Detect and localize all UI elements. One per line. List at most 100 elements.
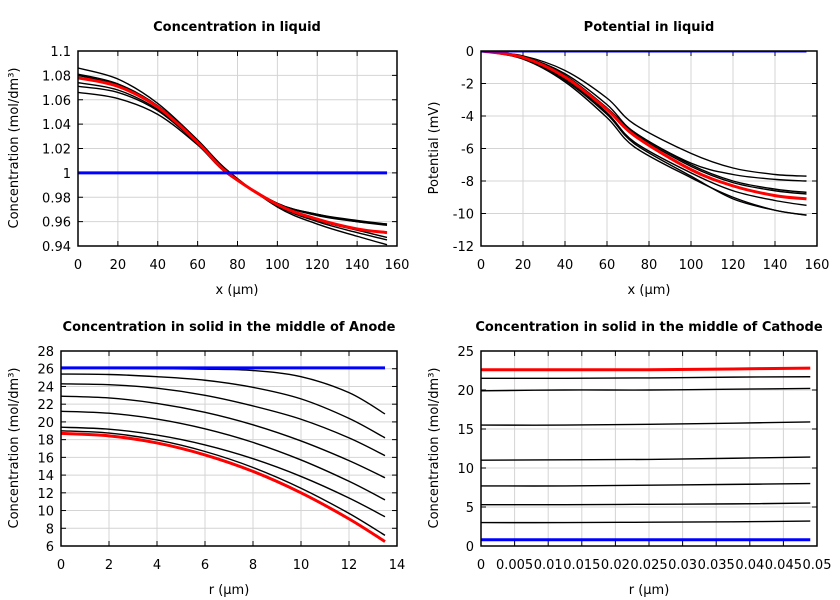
y-tick-label: -6 [461, 143, 474, 158]
series-group [61, 366, 386, 543]
series-line-black-2 [481, 51, 807, 194]
y-tick-label: 0.98 [42, 191, 71, 206]
chart-title: Concentration in solid in the middle of … [475, 320, 823, 335]
series-line-black-6 [481, 520, 811, 524]
series-group [481, 366, 811, 542]
x-tick-label: 20 [515, 258, 532, 273]
series-line-black-4 [61, 410, 386, 501]
y-tick-label: 0.94 [42, 240, 71, 255]
series-line-black-0 [481, 376, 811, 380]
y-tick-label: 1.1 [50, 45, 71, 60]
series-line-black-4 [481, 482, 811, 487]
y-tick-label: 0 [466, 540, 474, 555]
series-line-red-7 [481, 51, 807, 201]
plot-frame [480, 350, 818, 547]
x-tick-label: 140 [345, 258, 370, 273]
panel-anode-solid-concentration: Concentration in solid in the middle of … [7, 320, 405, 598]
grid [77, 50, 398, 247]
series-group [78, 67, 388, 246]
x-tick-label: 0.045 [765, 558, 802, 573]
x-tick-label: 0.01 [534, 558, 563, 573]
y-axis-label: Concentration (mol/dm³) [427, 368, 442, 529]
y-tick-label: 16 [37, 451, 54, 466]
x-tick-label: 14 [389, 558, 406, 573]
x-tick-label: 60 [599, 258, 616, 273]
grid [480, 350, 818, 547]
series-line-black-5 [481, 51, 807, 216]
y-tick-label: 6 [46, 540, 54, 555]
x-tick-label: 80 [229, 258, 246, 273]
x-tick-label: 0 [477, 558, 485, 573]
x-tick-label: 100 [265, 258, 290, 273]
y-tick-label: 0 [466, 45, 474, 60]
x-tick-label: 2 [105, 558, 113, 573]
y-tick-label: 24 [37, 380, 54, 395]
x-tick-label: 0.035 [698, 558, 735, 573]
x-tick-label: 0.015 [563, 558, 600, 573]
x-tick-label: 0 [477, 258, 485, 273]
x-tick-label: 0.005 [496, 558, 533, 573]
y-axis-label: Potential (mV) [427, 102, 442, 195]
x-tick-label: 0 [57, 558, 65, 573]
x-axis-label: x (µm) [216, 283, 259, 298]
series-line-black-0 [481, 51, 807, 177]
y-tick-label: -10 [453, 208, 474, 223]
y-tick-label: 10 [37, 505, 54, 520]
x-tick-label: 40 [557, 258, 574, 273]
y-axis-label: Concentration (mol/dm³) [7, 68, 22, 229]
series-line-black-1 [61, 373, 386, 439]
series-line-black-3 [61, 395, 386, 479]
x-axis-label: r (µm) [629, 583, 670, 598]
y-tick-label: 20 [37, 416, 54, 431]
y-tick-label: 25 [457, 345, 474, 360]
chart-title: Concentration in solid in the middle of … [63, 320, 396, 335]
x-tick-label: 0.04 [735, 558, 764, 573]
x-tick-label: 100 [679, 258, 704, 273]
x-tick-label: 140 [763, 258, 788, 273]
y-tick-label: 0.96 [42, 216, 71, 231]
x-tick-label: 160 [385, 258, 410, 273]
y-tick-label: 1.06 [42, 94, 71, 109]
panel-liquid-concentration: Concentration in liquid x (µm) Concentra… [7, 20, 409, 298]
y-tick-label: 8 [46, 522, 54, 537]
x-tick-label: 20 [110, 258, 127, 273]
y-tick-label: 28 [37, 345, 54, 360]
x-tick-label: 4 [153, 558, 161, 573]
y-tick-label: 14 [37, 469, 54, 484]
x-axis-label: x (µm) [628, 283, 671, 298]
series-line-red-7 [61, 431, 386, 543]
y-tick-label: 1 [63, 167, 71, 182]
panel-cathode-solid-concentration: Concentration in solid in the middle of … [427, 320, 831, 598]
series-line-black-3 [481, 456, 811, 461]
series-line-black-6 [481, 51, 807, 216]
series-line-black-1 [78, 73, 388, 241]
series-line-black-1 [481, 387, 811, 392]
y-tick-label: 5 [466, 501, 474, 516]
y-tick-label: 1.08 [42, 69, 71, 84]
x-tick-label: 0 [74, 258, 82, 273]
plot-frame [480, 50, 818, 247]
y-tick-label: 1.02 [42, 143, 71, 158]
x-tick-label: 0.05 [803, 558, 832, 573]
x-tick-label: 6 [201, 558, 209, 573]
y-tick-label: -12 [453, 240, 474, 255]
x-tick-label: 120 [305, 258, 330, 273]
x-tick-label: 160 [805, 258, 830, 273]
series-line-black-2 [61, 383, 386, 457]
x-tick-label: 0.03 [668, 558, 697, 573]
x-tick-label: 12 [341, 558, 358, 573]
y-tick-label: 26 [37, 363, 54, 378]
y-tick-label: -8 [461, 175, 474, 190]
plot-frame [77, 50, 398, 247]
chart-title: Concentration in liquid [153, 20, 321, 35]
y-tick-label: 15 [457, 423, 474, 438]
series-group [481, 51, 807, 216]
series-line-black-6 [61, 430, 386, 536]
series-line-black-4 [481, 51, 807, 207]
x-tick-label: 0.02 [601, 558, 630, 573]
y-tick-label: 20 [457, 384, 474, 399]
y-tick-label: 10 [457, 462, 474, 477]
x-tick-label: 120 [721, 258, 746, 273]
chart-title: Potential in liquid [584, 20, 715, 35]
